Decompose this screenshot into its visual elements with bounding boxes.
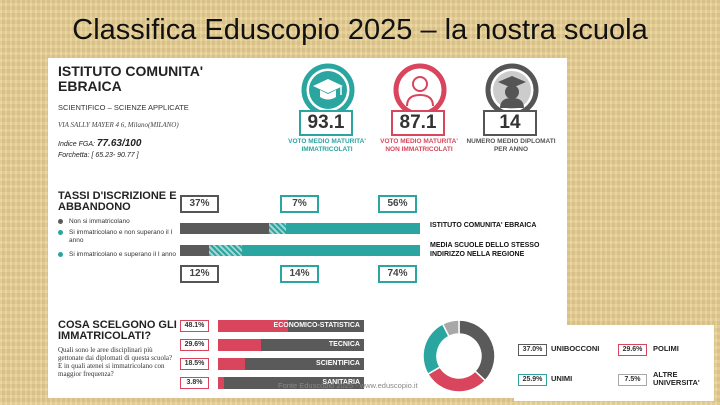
choices-title: COSA SCELGONO GLI IMMATRICOLATI? [58, 319, 177, 342]
uni-pct: 25.9% [518, 374, 547, 386]
area-bar: SANITARIA [218, 377, 364, 389]
area-pct: 29.6% [180, 339, 209, 351]
enrollment-title: TASSI D'ISCRIZIONE E ABBANDONO [58, 190, 177, 213]
uni-label: ALTRE UNIVERSITA' [653, 370, 700, 387]
segment-superano [285, 223, 420, 234]
range-value: [ 65.23- 90.77 ] [91, 152, 139, 159]
segment-non-superano [268, 223, 286, 234]
area-label: TECNICA [328, 341, 360, 348]
school-address: VIA SALLY MAYER 4 6, Milano(MILANO) [58, 121, 179, 129]
segment-non-immatricolati [180, 223, 269, 234]
segment-superano [242, 245, 420, 256]
donut-slice-altreuniversita [441, 319, 460, 338]
metric-value-diplomati: 14 [483, 110, 537, 136]
university-donut-chart [422, 319, 496, 393]
school-pct-superano: 56% [378, 195, 417, 213]
fga-value: 77.63/100 [96, 138, 142, 149]
area-pct: 3.8% [180, 377, 209, 389]
metric-value-immatricolati: 93.1 [299, 110, 353, 136]
area-bar: TECNICA [218, 339, 364, 351]
legend-non-superano: Si immatricolano e non superano il I ann… [58, 229, 179, 245]
uni-label: UNIBOCCONI [551, 344, 600, 353]
school-track: SCIENTIFICO – SCIENZE APPLICATE [58, 103, 189, 112]
fga-label: Indice FGA: [58, 141, 95, 148]
school-name: ISTITUTO COMUNITA' EBRAICA [58, 63, 204, 94]
donut-slice-unimi [422, 322, 451, 376]
avg-pct-superano: 74% [378, 265, 417, 283]
legend-dot [58, 251, 63, 257]
segment-non-superano [208, 245, 243, 256]
school-bar-label: ISTITUTO COMUNITA' EBRAICA [430, 222, 537, 229]
area-label: SCIENTIFICA [316, 360, 360, 367]
avg-pct-non-superano: 14% [280, 265, 319, 283]
legend-dot [58, 229, 63, 235]
legend-non-immatricolati: Non si immatricolano [58, 218, 130, 226]
average-stacked-bar [180, 245, 420, 256]
donut-slice-unibocconi [458, 319, 496, 382]
university-legend-panel: 37.0% UNIBOCCONI 29.6% POLIMI 25.9% UNIMI 7.5%… [514, 325, 714, 401]
area-label: ECONOMICO-STATISTICA [273, 322, 360, 329]
school-pct-non-superano: 7% [280, 195, 319, 213]
uni-pct: 29.6% [618, 344, 647, 356]
metric-label-immatricolati: VOTO MEDIO MATURITA' IMMATRICOLATI [288, 138, 366, 153]
area-label: SANITARIA [322, 379, 360, 386]
area-bar-fill [218, 339, 262, 351]
area-bar: SCIENTIFICA [218, 358, 364, 370]
area-pct: 18.5% [180, 358, 209, 370]
uni-label: UNIMI [551, 374, 573, 383]
metric-label-non-immatricolati: VOTO MEDIO MATURITA' NON IMMATRICOLATI [380, 138, 458, 153]
eduscopio-card: ISTITUTO COMUNITA' EBRAICA SCIENTIFICO –… [48, 58, 567, 398]
area-bar-fill [218, 358, 245, 370]
area-bar: ECONOMICO-STATISTICA [218, 320, 364, 332]
fga-range: Forchetta: [ 65.23- 90.77 ] [58, 152, 139, 159]
range-label: Forchetta: [58, 152, 90, 159]
uni-pct: 37.0% [518, 344, 547, 356]
slide-title: Classifica Eduscopio 2025 – la nostra sc… [72, 14, 648, 46]
area-bar-fill [218, 320, 289, 332]
metric-label-diplomati: NUMERO MEDIO DIPLOMATI PER ANNO [466, 138, 556, 153]
legend-dot [58, 218, 63, 224]
area-pct: 48.1% [180, 320, 209, 332]
school-stacked-bar [180, 223, 420, 234]
avg-pct-non-immatricolati: 12% [180, 265, 219, 283]
area-bar-fill [218, 377, 224, 389]
uni-label: POLIMI [653, 344, 679, 353]
choices-question: Quali sono le aree disciplinari più gett… [58, 346, 173, 378]
metric-value-non-immatricolati: 87.1 [391, 110, 445, 136]
fga-index: Indice FGA: 77.63/100 [58, 138, 141, 149]
school-pct-non-immatricolati: 37% [180, 195, 219, 213]
average-bar-label: MEDIA SCUOLE DELLO STESSO INDIRIZZO NELL… [430, 242, 540, 258]
uni-pct: 7.5% [618, 374, 647, 386]
segment-non-immatricolati [180, 245, 209, 256]
legend-superano: Si immatricolano e superano il I anno [58, 251, 179, 259]
footer-source: Fonte Eduscopio 2025 - www.eduscopio.it [278, 381, 418, 390]
